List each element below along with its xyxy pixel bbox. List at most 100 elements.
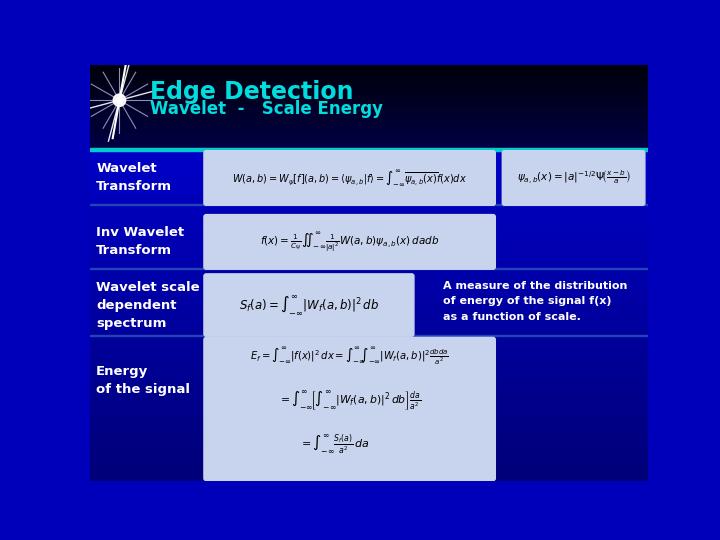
Bar bbox=[90, 198, 648, 199]
Bar bbox=[90, 399, 648, 400]
Bar bbox=[90, 314, 648, 315]
FancyBboxPatch shape bbox=[204, 274, 414, 336]
Bar bbox=[90, 367, 648, 368]
Bar bbox=[90, 165, 648, 166]
Bar bbox=[90, 225, 648, 226]
Bar bbox=[90, 418, 648, 419]
Bar bbox=[90, 411, 648, 412]
Bar bbox=[90, 281, 648, 282]
Bar bbox=[90, 221, 648, 222]
Bar bbox=[90, 479, 648, 480]
Bar bbox=[90, 209, 648, 210]
Bar bbox=[90, 311, 648, 312]
Bar bbox=[90, 255, 648, 256]
Bar bbox=[90, 193, 648, 194]
Bar bbox=[90, 283, 648, 284]
Bar bbox=[90, 383, 648, 384]
Bar bbox=[90, 288, 648, 289]
Bar bbox=[90, 82, 648, 83]
Bar bbox=[90, 271, 648, 272]
Bar bbox=[90, 66, 648, 67]
Bar bbox=[90, 118, 648, 119]
Bar bbox=[90, 347, 648, 348]
Bar bbox=[90, 360, 648, 361]
Bar bbox=[90, 446, 648, 447]
Bar bbox=[90, 94, 648, 95]
Bar bbox=[90, 244, 648, 245]
Bar bbox=[90, 282, 648, 283]
Bar bbox=[90, 219, 648, 220]
Bar bbox=[90, 354, 648, 355]
Bar bbox=[90, 128, 648, 129]
Bar bbox=[90, 140, 648, 141]
Bar bbox=[90, 356, 648, 357]
Text: Wavelet scale
dependent
spectrum: Wavelet scale dependent spectrum bbox=[96, 281, 200, 329]
Bar bbox=[90, 394, 648, 395]
Bar bbox=[90, 451, 648, 452]
Bar bbox=[90, 448, 648, 449]
Bar bbox=[90, 102, 648, 103]
Bar bbox=[90, 423, 648, 424]
Bar bbox=[90, 405, 648, 406]
Bar bbox=[90, 415, 648, 416]
Bar bbox=[90, 256, 648, 257]
Bar bbox=[90, 200, 648, 201]
Bar bbox=[90, 474, 648, 475]
Bar bbox=[90, 403, 648, 404]
Bar bbox=[90, 401, 648, 402]
Bar bbox=[90, 240, 648, 241]
Bar bbox=[90, 262, 648, 264]
Bar bbox=[90, 231, 648, 232]
Bar bbox=[90, 426, 648, 427]
Bar bbox=[90, 362, 648, 363]
Bar bbox=[90, 157, 648, 158]
Bar bbox=[90, 444, 648, 445]
Text: $=\int_{-\infty}^{\infty}\frac{S_f(a)}{a^2}\,da$: $=\int_{-\infty}^{\infty}\frac{S_f(a)}{a… bbox=[299, 433, 369, 455]
Bar bbox=[90, 335, 648, 336]
Bar bbox=[90, 395, 648, 396]
Bar bbox=[90, 188, 648, 189]
Bar bbox=[90, 370, 648, 372]
Bar bbox=[90, 178, 648, 179]
Bar bbox=[90, 74, 648, 75]
Bar bbox=[90, 320, 648, 321]
Bar bbox=[90, 173, 648, 174]
Bar bbox=[90, 321, 648, 322]
Bar bbox=[90, 303, 648, 304]
Bar bbox=[90, 77, 648, 78]
Bar bbox=[90, 416, 648, 417]
Bar bbox=[90, 76, 648, 77]
Bar bbox=[90, 215, 648, 217]
Bar bbox=[90, 353, 648, 354]
Bar bbox=[90, 186, 648, 187]
Bar bbox=[90, 280, 648, 281]
Bar bbox=[90, 78, 648, 79]
Bar bbox=[90, 146, 648, 147]
Bar bbox=[90, 113, 648, 114]
Bar bbox=[90, 298, 648, 299]
Bar bbox=[90, 245, 648, 246]
Bar bbox=[90, 380, 648, 381]
Bar bbox=[90, 385, 648, 386]
Bar bbox=[90, 177, 648, 178]
Bar bbox=[90, 312, 648, 313]
Bar bbox=[90, 390, 648, 391]
Bar bbox=[90, 232, 648, 233]
Bar bbox=[90, 175, 648, 176]
Circle shape bbox=[117, 97, 122, 103]
Bar bbox=[90, 375, 648, 376]
Bar bbox=[90, 387, 648, 388]
Bar bbox=[90, 206, 648, 207]
Bar bbox=[90, 210, 648, 211]
Bar bbox=[90, 310, 648, 311]
Bar bbox=[90, 167, 648, 168]
Bar bbox=[90, 351, 648, 352]
Bar bbox=[90, 336, 648, 338]
Bar bbox=[90, 372, 648, 373]
Bar bbox=[90, 291, 648, 292]
Bar bbox=[90, 293, 648, 294]
Bar bbox=[90, 335, 648, 336]
Bar bbox=[90, 247, 648, 248]
Bar bbox=[90, 184, 648, 185]
Bar bbox=[90, 284, 648, 285]
